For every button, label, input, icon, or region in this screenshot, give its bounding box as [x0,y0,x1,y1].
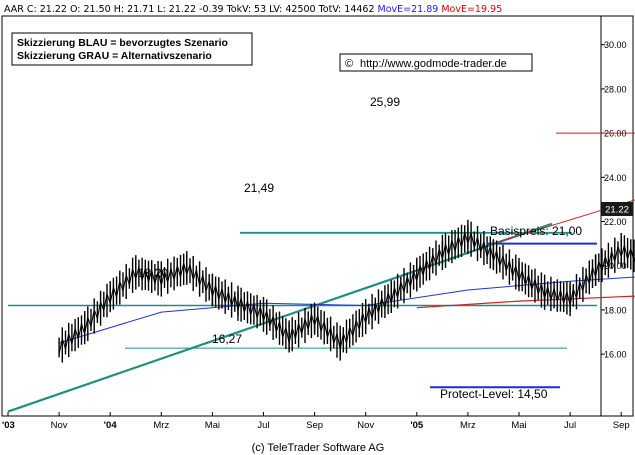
moving-average-blue [58,276,635,344]
annotation-basispreis-21-00: Basispreis: 21,00 [490,224,582,238]
x-tick-label: Sep [306,420,323,431]
plot-frame [1,15,602,417]
annotation-16-27: 16,27 [212,332,242,346]
annotation-protect-level-14-50: Protect-Level: 14,50 [440,387,548,401]
x-tick-label: Sep [613,420,630,431]
copyright-url[interactable]: http://www.godmode-trader.de [360,58,507,70]
legend-blue-scenario: Skizzierung BLAU = bevorzugtes Szenario [17,37,228,49]
annotation-18-20: 18,20 [138,266,168,280]
scenario-legend-box [11,32,253,66]
x-tick-label: Mai [511,420,526,431]
x-tick-label: Jul [257,420,269,431]
annotations: 25,99 21,49 18,20 16,27 Basispreis: 21,00 Pro… [138,95,582,401]
x-tick-label: Mai [205,420,220,431]
price-series [58,219,635,363]
y-tick-label: 28.00 [604,84,627,94]
x-tick-label: Mrz [460,420,476,431]
footer-credit: (c) TeleTrader Software AG [252,442,385,454]
x-axis-ticks: '03Nov'04MrzMaiJulSepNov'05MrzMaiJulSepN… [2,412,630,431]
copyright-box [339,53,533,72]
header-part-1: MovE=21.89 [378,4,439,15]
y-tick-label: 18.00 [604,305,627,315]
legend-gray-scenario: Skizzierung GRAU = Alternativszenario [17,50,212,62]
last-price-tag-bg [601,202,633,216]
x-tick-label: Mrz [153,420,169,431]
copyright-icon: © [345,58,353,70]
header-part-3: MovE=19.95 [441,4,502,15]
x-tick-label: '03 [2,420,15,431]
annotation-21-49: 21,49 [244,181,274,195]
x-tick-label: Jul [564,420,576,431]
last-price-tag: 21.22 [605,205,629,216]
price-line [58,232,635,355]
header-part-0: AAR C: 21.22 O: 21.50 H: 21.71 L: 21.22 … [4,4,378,15]
x-tick-label: '04 [104,420,118,431]
y-tick-label: 30.00 [604,40,627,50]
header-quote-line: AAR C: 21.22 O: 21.50 H: 21.71 L: 21.22 … [4,4,502,15]
red-diagonal-from-high [492,199,635,245]
y-tick-label: 22.00 [604,217,627,227]
y-tick-label: 24.00 [604,173,627,183]
moving-average-red [416,295,635,309]
x-tick-label: Nov [51,420,68,431]
x-tick-label: Nov [357,420,374,431]
annotation-25-99: 25,99 [370,95,400,109]
x-tick-label: '05 [410,420,424,431]
y-tick-label: 16.00 [604,350,627,360]
